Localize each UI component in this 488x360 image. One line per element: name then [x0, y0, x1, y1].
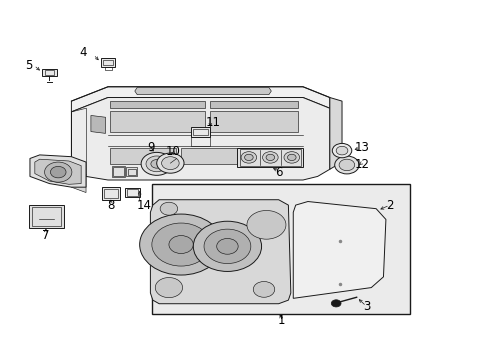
Text: 14: 14 — [137, 199, 152, 212]
Polygon shape — [30, 155, 86, 187]
Circle shape — [193, 221, 261, 271]
Circle shape — [246, 211, 285, 239]
Polygon shape — [135, 87, 271, 95]
Circle shape — [160, 202, 177, 215]
Circle shape — [216, 238, 238, 254]
Circle shape — [338, 159, 354, 171]
Text: 5: 5 — [25, 59, 33, 72]
Text: 12: 12 — [354, 158, 369, 171]
Text: 3: 3 — [362, 300, 369, 313]
Circle shape — [335, 146, 347, 155]
Circle shape — [152, 223, 210, 266]
Circle shape — [44, 162, 72, 182]
Circle shape — [334, 156, 358, 174]
Polygon shape — [237, 148, 303, 167]
Text: 8: 8 — [107, 199, 114, 212]
Circle shape — [262, 152, 278, 163]
Polygon shape — [91, 116, 105, 134]
Polygon shape — [102, 187, 120, 200]
Circle shape — [157, 153, 183, 173]
Polygon shape — [110, 101, 205, 108]
Text: 9: 9 — [147, 141, 154, 154]
Circle shape — [331, 143, 351, 158]
Polygon shape — [71, 98, 329, 180]
Circle shape — [253, 282, 274, 297]
Circle shape — [168, 235, 193, 253]
Polygon shape — [112, 166, 125, 177]
Bar — [152, 184, 409, 315]
Polygon shape — [71, 87, 329, 112]
Polygon shape — [42, 69, 57, 76]
Circle shape — [284, 152, 299, 163]
Circle shape — [265, 154, 274, 161]
Circle shape — [141, 152, 172, 175]
Polygon shape — [110, 111, 205, 132]
Polygon shape — [101, 58, 115, 67]
Polygon shape — [35, 159, 81, 184]
Polygon shape — [71, 169, 86, 193]
Polygon shape — [110, 148, 176, 164]
Text: 4: 4 — [80, 46, 87, 59]
Circle shape — [244, 154, 253, 161]
Circle shape — [241, 152, 256, 163]
Circle shape — [155, 278, 182, 298]
Circle shape — [287, 154, 295, 161]
Circle shape — [146, 156, 167, 172]
Circle shape — [140, 214, 222, 275]
Polygon shape — [210, 111, 298, 132]
Polygon shape — [181, 148, 246, 164]
Polygon shape — [293, 202, 385, 298]
Polygon shape — [329, 98, 341, 169]
Circle shape — [203, 229, 250, 264]
Polygon shape — [150, 200, 290, 304]
Text: 7: 7 — [41, 229, 49, 242]
Text: 10: 10 — [165, 145, 180, 158]
Circle shape — [330, 300, 340, 307]
Text: 11: 11 — [205, 116, 220, 129]
Circle shape — [151, 159, 162, 168]
Polygon shape — [126, 167, 137, 176]
Text: 6: 6 — [275, 166, 282, 179]
Polygon shape — [125, 188, 140, 197]
Polygon shape — [210, 101, 298, 108]
Text: 13: 13 — [354, 141, 369, 154]
Text: 1: 1 — [277, 314, 284, 327]
Polygon shape — [29, 205, 64, 228]
Circle shape — [161, 157, 179, 170]
Polygon shape — [190, 127, 210, 137]
Circle shape — [50, 166, 66, 178]
Text: 2: 2 — [385, 199, 393, 212]
